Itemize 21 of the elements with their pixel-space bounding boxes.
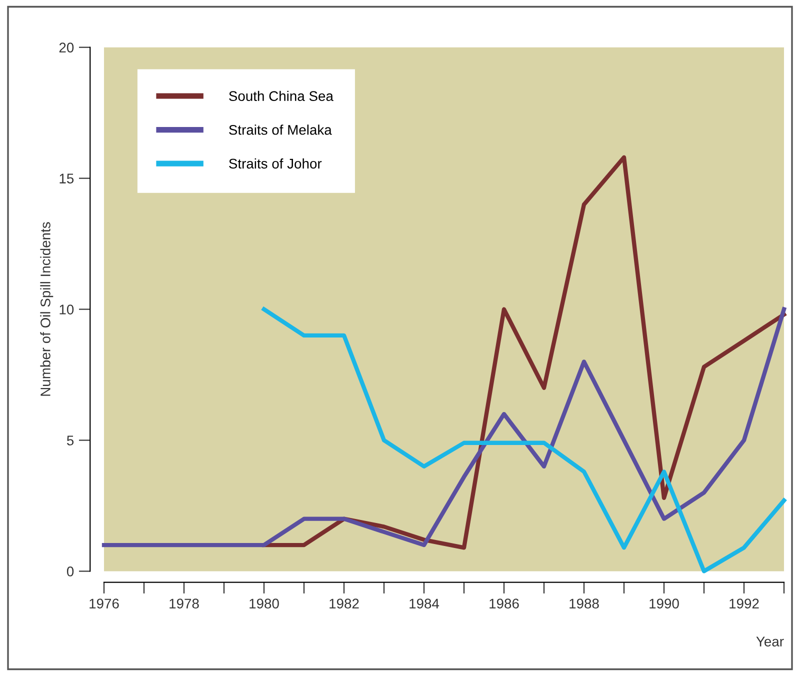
y-axis-title: Number of Oil Spill Incidents <box>40 222 54 396</box>
x-tick-label: 1986 <box>490 598 519 609</box>
y-tick-label: 15 <box>60 174 74 184</box>
y-tick-label: 10 <box>60 304 74 314</box>
x-axis-title: Year <box>756 636 784 646</box>
line-series <box>102 307 786 548</box>
x-tick-label: 1984 <box>410 598 440 609</box>
x-tick-label: 1990 <box>650 598 679 609</box>
x-tick-label: 1992 <box>730 598 759 609</box>
x-tick-label: 1988 <box>570 598 599 609</box>
legend-label: South China Sea <box>229 90 334 102</box>
y-tick-label: 0 <box>66 566 74 576</box>
legend-label: Straits of Johor <box>229 158 322 169</box>
legend-label: Straits of Melaka <box>229 124 332 135</box>
x-tick-label: 1976 <box>90 598 119 609</box>
y-tick-label: 20 <box>59 42 74 52</box>
x-tick-label: 1978 <box>170 598 199 609</box>
line-series <box>262 307 786 574</box>
x-tick-label: 1980 <box>250 598 279 609</box>
x-tick-label: 1982 <box>330 598 359 609</box>
y-tick-label: 5 <box>66 436 74 446</box>
